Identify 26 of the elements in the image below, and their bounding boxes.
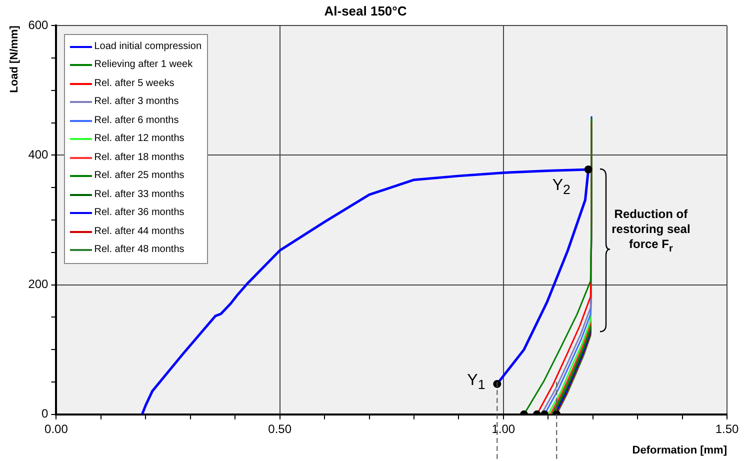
y-tick-label: 600: [28, 18, 49, 32]
legend-label: Rel. after 5 weeks: [94, 76, 174, 91]
legend-label: Rel. after 44 months: [94, 224, 184, 239]
legend-label: Rel. after 12 months: [94, 132, 184, 146]
x-tick-label: 0.00: [44, 422, 68, 436]
legend-label: Rel. after 25 months: [94, 169, 184, 184]
y-tick-label: 200: [28, 277, 49, 292]
annotation: Y$_{1}$: [467, 372, 486, 392]
legend-label: Rel. after 33 months: [94, 188, 184, 202]
legend-label: Rel. after 48 months: [94, 243, 184, 258]
y-axis-title: Load [N/mm]: [8, 25, 21, 93]
legend-label: Load initial compression: [94, 40, 202, 54]
legend-label: Rel. after 18 months: [94, 150, 184, 165]
x-tick-label: 0.50: [268, 422, 292, 436]
x-axis-title: Deformation [mm]: [632, 444, 728, 456]
y-tick-label: 0: [42, 406, 49, 421]
x-tick-label: 1.00: [492, 422, 516, 436]
legend-label: Relieving after 1 week: [94, 58, 193, 72]
x-tick-label: 1.50: [715, 422, 739, 436]
annotation: Y$_{2}$: [552, 177, 570, 198]
annotation: Reduction of restoring seal force F$_{r}$: [610, 206, 692, 256]
legend-label: Rel. after 3 months: [94, 95, 179, 110]
legend-label: Rel. after 36 months: [94, 206, 184, 220]
legend-label: Rel. after 6 months: [94, 114, 179, 128]
y-tick-label: 400: [28, 148, 49, 162]
chart-title: Al-seal 150°C: [324, 3, 408, 18]
